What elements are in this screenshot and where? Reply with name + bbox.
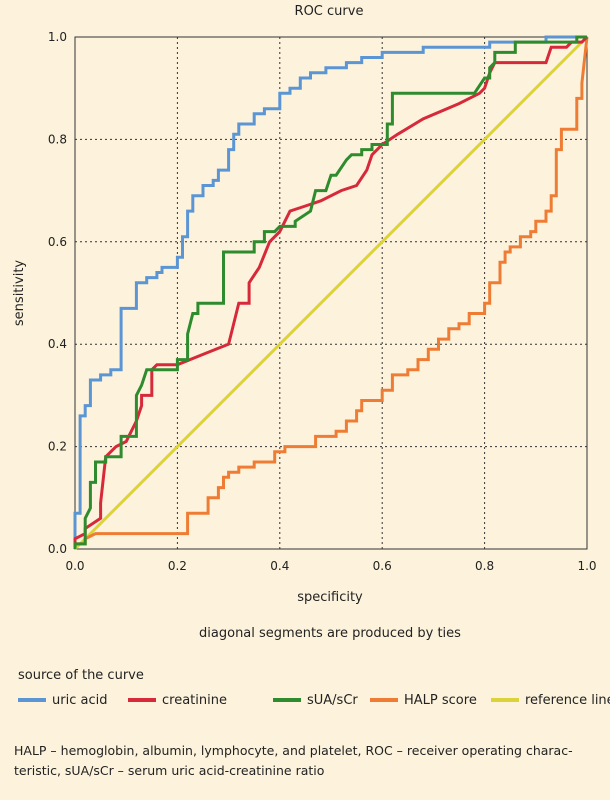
legend-label: creatinine	[162, 692, 227, 708]
x-tick-label: 0.0	[65, 559, 84, 573]
legend-swatch	[18, 698, 46, 702]
y-tick-label: 0.0	[48, 542, 67, 556]
x-axis-label: specificity	[297, 590, 363, 605]
legend-swatch	[273, 698, 301, 702]
x-tick-label: 1.0	[577, 559, 596, 573]
y-axis-label: sensitivity	[12, 260, 27, 327]
legend-label: reference line	[525, 692, 610, 708]
legend-item-uric-acid: uric acid	[18, 689, 107, 711]
series-line-sua-scr	[73, 35, 587, 549]
footnote: HALP – hemoglobin, albumin, lymphocyte, …	[14, 741, 604, 781]
series-lines	[73, 35, 589, 551]
legend-swatch	[370, 698, 398, 702]
legend-item-sua-scr: sUA/sCr	[273, 689, 358, 711]
series-line-halp-score	[73, 36, 589, 549]
x-tick-label: 0.4	[270, 559, 289, 573]
legend: uric acid creatinine sUA/sCr HALP score refe…	[18, 689, 610, 711]
footnote-line-2: teristic, sUA/sCr – serum uric acid-crea…	[14, 763, 325, 778]
grid	[75, 37, 587, 549]
y-tick-label: 0.4	[48, 337, 67, 351]
series-line-reference-line	[73, 35, 589, 551]
x-tick-label: 0.6	[373, 559, 392, 573]
legend-swatch	[128, 698, 156, 702]
x-tick-label: 0.8	[475, 559, 494, 573]
legend-item-reference-line: reference line	[491, 689, 610, 711]
series-line-uric-acid	[73, 35, 587, 549]
chart-note: diagonal segments are produced by ties	[199, 626, 461, 641]
legend-label: uric acid	[52, 692, 108, 708]
plot-frame	[74, 36, 588, 550]
legend-item-halp-score: HALP score	[370, 689, 477, 711]
axis-ticks: 0.0 0.2 0.4 0.6 0.8 1.0 0.0 0.2 0.4 0.6 0.8 1.0	[48, 30, 597, 573]
chart-title: ROC curve	[295, 4, 364, 19]
legend-label: HALP score	[404, 692, 477, 708]
legend-swatch	[491, 698, 519, 702]
footnote-line-1: HALP – hemoglobin, albumin, lymphocyte, …	[14, 743, 573, 758]
y-tick-label: 0.6	[48, 235, 67, 249]
y-tick-label: 1.0	[48, 30, 67, 44]
y-tick-label: 0.8	[48, 132, 67, 146]
x-tick-label: 0.2	[168, 559, 187, 573]
roc-chart: ROC curve 0.0 0.2 0.4 0.6 0.8 1.0 0.0 0.2 0.4 0.6…	[12, 4, 597, 641]
legend-label: sUA/sCr	[307, 692, 358, 708]
legend-title: source of the curve	[18, 668, 144, 683]
legend-item-creatinine: creatinine	[128, 689, 227, 711]
y-tick-label: 0.2	[48, 440, 67, 454]
